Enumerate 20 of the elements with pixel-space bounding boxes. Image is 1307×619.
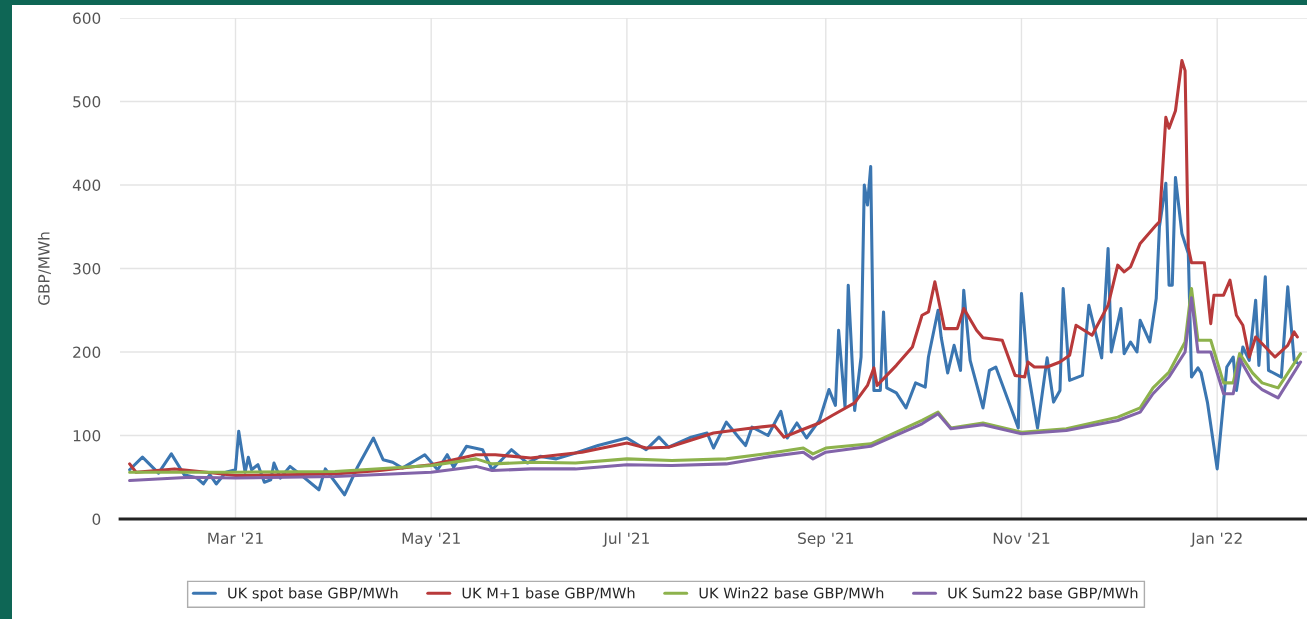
line-series	[128, 59, 1299, 478]
y-axis-title: GBP/MWh	[37, 232, 51, 305]
x-tick-label: May '21	[402, 532, 460, 547]
x-tick-label: Mar '21	[208, 532, 263, 545]
legend-label: UK Win22 base GBP/MWh	[699, 587, 884, 600]
y-tick-label: 300	[73, 262, 101, 275]
y-tick-label: 600	[73, 12, 101, 25]
legend-label: UK M+1 base GBP/MWh	[462, 587, 635, 600]
y-tick-label: 0	[92, 513, 101, 526]
x-tick-label: Sep '21	[798, 532, 854, 547]
y-tick-label: 400	[72, 179, 101, 192]
legend-label: UK Sum22 base GBP/MWh	[948, 587, 1138, 600]
x-tick-label: Jan '22	[1190, 532, 1242, 547]
y-tick-label: 500	[73, 95, 101, 108]
x-tick-label: Nov '21	[993, 532, 1050, 545]
legend-label: UK spot base GBP/MWh	[228, 587, 398, 602]
line-series	[128, 165, 1299, 497]
y-tick-label: 200	[73, 346, 101, 359]
y-tick-label: 100	[73, 429, 101, 442]
x-tick-label: Jul '21	[602, 532, 649, 547]
